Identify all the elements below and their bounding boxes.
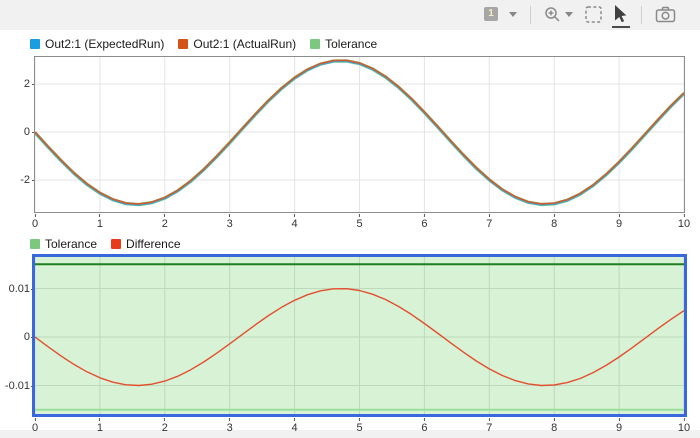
snapshot-button[interactable]	[653, 2, 678, 28]
expected-vs-actual-plot[interactable]: Out2:1 (ExpectedRun) Out2:1 (ActualRun) To…	[0, 36, 700, 230]
legend-item-out2-1-expectedrun[interactable]: Out2:1 (ExpectedRun)	[30, 37, 164, 51]
toolbar-separator	[641, 6, 642, 24]
y-tick-label: 0	[23, 126, 36, 138]
x-tick-label: 2	[162, 214, 168, 230]
x-tick-label: 4	[292, 214, 298, 230]
y-tick-label: 2	[23, 78, 36, 90]
legend-item-tolerance[interactable]: Tolerance	[30, 237, 97, 251]
x-tick-label: 4	[292, 418, 298, 434]
fit-to-view-icon	[585, 5, 602, 23]
legend-item-tolerance[interactable]: Tolerance	[310, 37, 377, 51]
legend-label: Out2:1 (ExpectedRun)	[45, 37, 165, 51]
x-tick-label: 3	[227, 418, 233, 434]
legend-swatch	[30, 39, 40, 49]
legend-swatch	[178, 39, 189, 49]
x-tick-label: 0	[32, 418, 38, 434]
pointer-tool-button[interactable]	[612, 2, 630, 28]
legend-item-out2-1-actualrun[interactable]: Out2:1 (ActualRun)	[178, 37, 296, 51]
x-tick-label: 7	[486, 214, 492, 230]
x-tick-label: 2	[162, 418, 168, 434]
camera-icon	[655, 6, 676, 22]
legend-top: Out2:1 (ExpectedRun) Out2:1 (ActualRun) To…	[30, 36, 700, 52]
x-tick-label: 7	[486, 418, 492, 434]
x-tick-label: 10	[678, 418, 690, 434]
x-tick-label: 9	[616, 418, 622, 434]
legend-swatch	[310, 39, 321, 49]
legend-bottom: Tolerance Difference	[30, 236, 700, 252]
legend-label: Out2:1 (ActualRun)	[193, 37, 297, 51]
selected-plot-frame	[32, 254, 687, 417]
series-out2-1-actualrun[interactable]	[35, 59, 684, 205]
legend-label: Tolerance	[45, 237, 98, 251]
zoom-in-icon	[545, 6, 560, 22]
y-tick-label: -0.01	[4, 379, 35, 392]
chevron-down-icon	[509, 11, 517, 17]
plot-toolbar: 1	[0, 0, 700, 30]
pointer-arrow-icon	[615, 5, 627, 23]
expected-actual-chart[interactable]	[35, 57, 684, 212]
difference-chart[interactable]	[35, 257, 684, 414]
chevron-down-icon	[565, 11, 573, 17]
x-tick-label: 8	[551, 214, 557, 230]
toolbar-separator	[530, 6, 531, 24]
legend-label: Tolerance	[325, 37, 378, 51]
x-tick-label: 5	[356, 214, 362, 230]
x-tick-label: 3	[227, 214, 233, 230]
subplot-layout-button[interactable]: 1	[482, 2, 500, 28]
y-tick-label: -2	[20, 174, 35, 186]
subplot-layout-icon: 1	[484, 7, 498, 21]
x-tick-label: 1	[97, 214, 103, 230]
legend-swatch	[111, 239, 122, 249]
x-tick-label: 6	[421, 418, 427, 434]
charts-panel: Out2:1 (ExpectedRun) Out2:1 (ActualRun) To…	[0, 30, 700, 434]
legend-swatch	[30, 239, 40, 249]
y-tick-label: 0.01	[8, 282, 35, 295]
x-tick-label: 6	[421, 214, 427, 230]
x-tick-label: 5	[356, 418, 362, 434]
x-axis-bottom: 0 1 2 3 4 5 6 7 8 9 10	[32, 418, 690, 434]
legend-item-difference[interactable]: Difference	[111, 237, 181, 251]
x-tick-label: 9	[616, 214, 622, 230]
fit-to-view-button[interactable]	[582, 2, 605, 28]
legend-label: Difference	[126, 237, 181, 251]
x-tick-label: 10	[678, 214, 690, 230]
series-out2-1-expectedrun[interactable]	[35, 60, 684, 206]
x-tick-label: 0	[32, 214, 38, 230]
x-tick-label: 8	[551, 418, 557, 434]
plot-frame-top	[34, 56, 685, 213]
series-difference[interactable]	[35, 288, 684, 387]
x-axis-top: 0 1 2 3 4 5 6 7 8 9 10	[32, 214, 690, 230]
y-tick-label: 0	[23, 331, 35, 343]
x-tick-label: 1	[97, 418, 103, 434]
difference-plot-selected[interactable]: Tolerance Difference 0.01 0 -0.01 0 1 2 3 4 5 6 7 8…	[0, 236, 700, 434]
subplot-layout-dropdown[interactable]	[507, 2, 519, 28]
zoom-button[interactable]	[542, 2, 575, 28]
